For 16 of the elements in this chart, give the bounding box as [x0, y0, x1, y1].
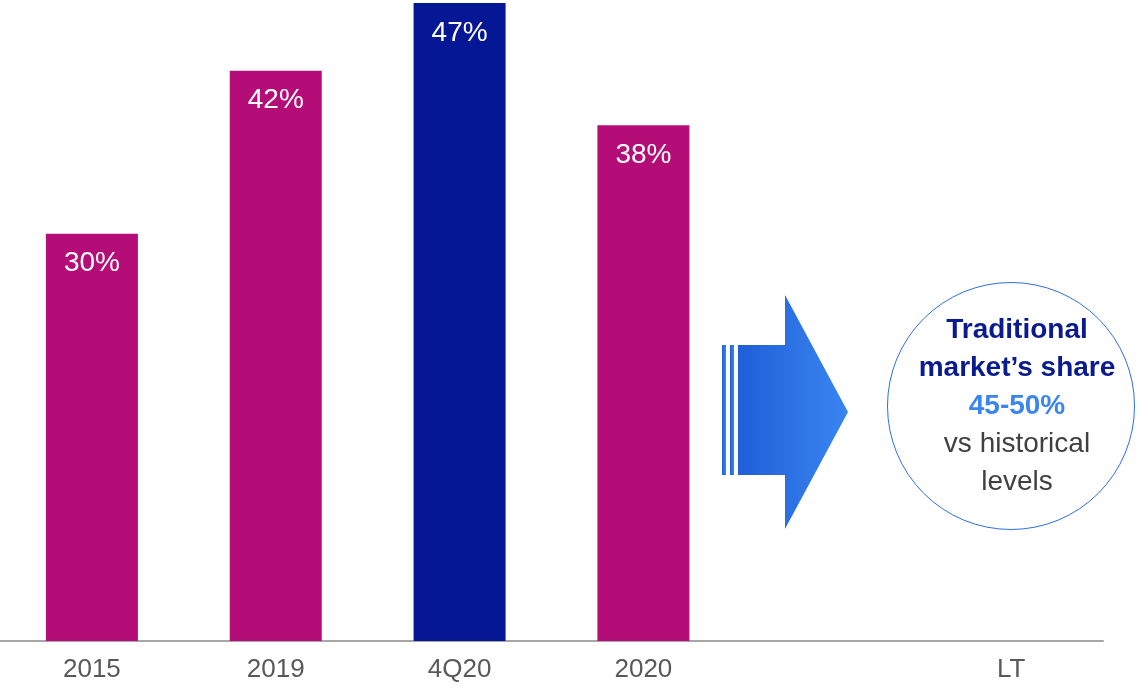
bar [597, 125, 690, 641]
x-tick-label: 2020 [614, 653, 673, 683]
annotation: vs historical levels [942, 426, 1092, 498]
bar [229, 70, 322, 641]
x-tick-label: 4Q20 [427, 653, 492, 683]
bar [45, 233, 138, 641]
data-label: 30% [63, 246, 120, 278]
annotation: Traditional market’s share [917, 312, 1117, 384]
data-label: 42% [247, 83, 304, 115]
data-label: 38% [615, 137, 672, 169]
x-tick-label: 2015 [62, 653, 121, 683]
data-label: 47% [431, 15, 488, 47]
annotation: 45-50% [967, 388, 1067, 422]
x-tick-label: 2019 [246, 653, 305, 683]
x-tick-label: LT [996, 653, 1026, 683]
bar [413, 3, 506, 641]
